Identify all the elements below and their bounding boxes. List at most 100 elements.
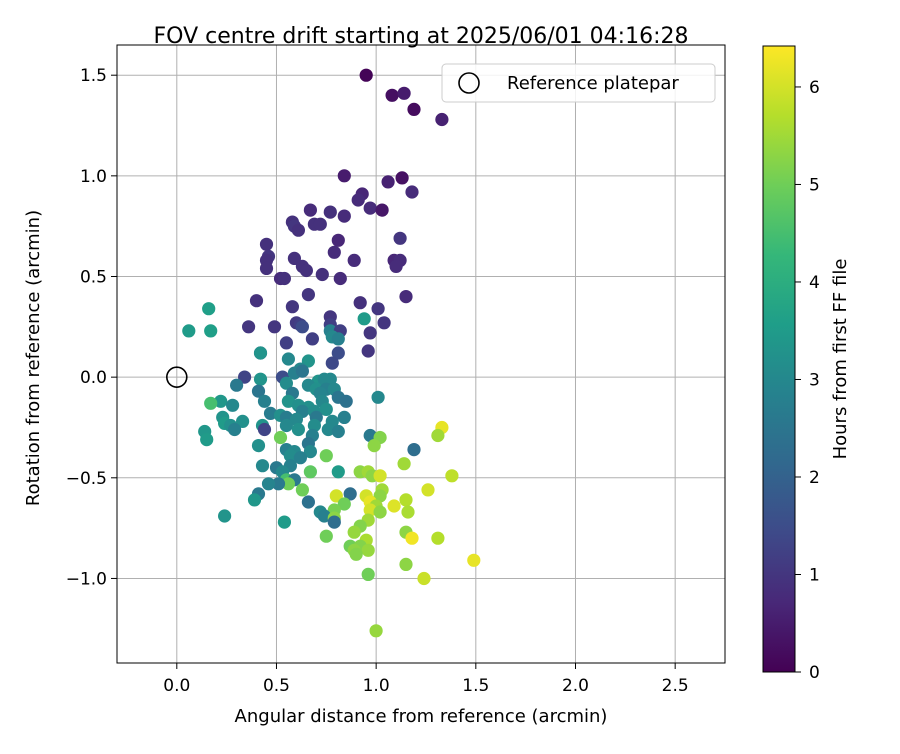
legend-box <box>441 63 716 103</box>
y-tick-label: 1.5 <box>80 66 107 86</box>
data-point <box>357 312 371 326</box>
colorbar-tick-label: 1 <box>809 565 820 585</box>
data-point <box>315 267 329 282</box>
colorbar-tick-label: 0 <box>809 663 820 683</box>
data-point <box>251 439 266 453</box>
y-tick-label: 0.5 <box>80 267 107 287</box>
data-point <box>305 332 319 346</box>
data-point <box>347 253 361 267</box>
data-point <box>291 422 305 437</box>
data-point <box>331 465 345 479</box>
data-point <box>313 217 327 231</box>
data-point <box>387 499 401 513</box>
data-point <box>347 525 361 539</box>
data-point <box>467 553 481 567</box>
data-point <box>303 445 317 459</box>
data-point <box>281 352 295 366</box>
data-point <box>397 457 411 471</box>
data-point <box>337 209 351 223</box>
data-point <box>204 396 218 410</box>
data-point <box>397 86 411 100</box>
data-point <box>287 251 301 265</box>
data-point <box>407 443 421 457</box>
data-point <box>253 346 268 360</box>
data-point <box>331 424 345 439</box>
data-point <box>253 372 268 386</box>
data-point <box>295 364 309 378</box>
data-point <box>361 344 375 358</box>
data-point <box>405 185 419 199</box>
data-point <box>218 509 232 523</box>
data-point <box>236 414 250 428</box>
data-point <box>375 203 389 217</box>
data-point <box>373 469 387 483</box>
data-point <box>359 68 373 82</box>
legend-entry-label: Reference platepar <box>507 73 679 94</box>
data-point <box>204 324 218 338</box>
data-point <box>303 465 317 479</box>
data-point <box>259 237 274 251</box>
x-tick-label: 2.0 <box>562 676 589 696</box>
data-point <box>333 271 347 286</box>
data-point <box>393 231 407 245</box>
data-point <box>373 489 387 503</box>
data-point <box>417 571 431 586</box>
colorbar-ticks: 0 1 2 3 4 5 6 <box>795 78 820 683</box>
data-point <box>435 112 449 127</box>
colorbar-tick-label: 5 <box>809 175 820 195</box>
data-point <box>331 332 345 346</box>
data-point <box>319 402 333 416</box>
data-point <box>259 261 274 275</box>
x-axis-label: Angular distance from reference (arcmin) <box>235 706 608 727</box>
data-point <box>353 296 367 310</box>
data-point <box>321 422 335 437</box>
data-point <box>331 233 345 247</box>
data-point <box>431 531 445 545</box>
data-point <box>337 410 351 424</box>
data-point <box>279 418 293 433</box>
x-tick-label: 2.5 <box>662 676 689 696</box>
data-point <box>255 459 270 473</box>
data-point <box>431 428 445 443</box>
data-point <box>283 449 297 463</box>
data-point <box>445 469 459 483</box>
data-point <box>399 290 413 304</box>
data-point <box>257 394 272 408</box>
colorbar: 0 1 2 3 4 5 6 Hours from first FF file <box>762 45 851 683</box>
data-point <box>337 169 351 183</box>
data-point <box>327 245 341 259</box>
y-tick-label: 0.0 <box>80 368 107 388</box>
data-point <box>293 451 307 465</box>
x-tick-label: 1.0 <box>363 676 390 696</box>
data-point <box>285 300 299 314</box>
data-point <box>301 288 315 302</box>
data-point <box>261 477 276 491</box>
data-point <box>373 505 387 519</box>
data-point <box>381 175 395 189</box>
data-point <box>407 102 421 116</box>
data-point <box>363 428 377 443</box>
data-point <box>230 378 244 392</box>
data-point <box>351 193 365 207</box>
data-point <box>401 505 415 519</box>
data-point <box>273 430 288 445</box>
data-point <box>301 495 315 509</box>
data-point <box>363 503 377 517</box>
data-point <box>319 529 333 543</box>
data-point <box>363 201 377 215</box>
data-point <box>363 326 377 340</box>
legend: Reference platepar <box>441 63 716 103</box>
reference-platepar-marker <box>166 366 188 388</box>
data-point <box>277 515 291 529</box>
data-point <box>343 487 357 501</box>
y-axis-label: Rotation from reference (arcmin) <box>23 210 44 506</box>
data-point <box>317 509 331 523</box>
data-point <box>202 302 216 316</box>
data-point <box>307 418 321 433</box>
y-tick-label: −0.5 <box>66 469 107 489</box>
data-point <box>369 624 383 638</box>
data-point <box>421 483 435 497</box>
data-point <box>371 302 385 316</box>
